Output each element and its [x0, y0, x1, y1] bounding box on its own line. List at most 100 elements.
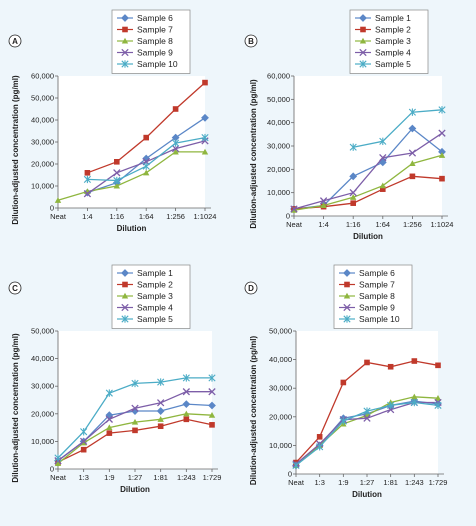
x-tick-label: 1:4	[82, 212, 92, 221]
legend-label: Sample 3	[375, 36, 411, 46]
series	[290, 152, 446, 213]
data-point	[113, 182, 120, 189]
legend-marker	[121, 315, 129, 323]
data-point	[143, 134, 149, 141]
data-point	[363, 407, 371, 415]
series-line	[353, 109, 443, 148]
data-point	[411, 358, 418, 364]
y-tick-label: 50,000	[267, 95, 290, 104]
y-axis-label: Dilution-adjusted concentration (pg/ml)	[11, 75, 20, 225]
data-point	[292, 461, 300, 470]
data-point	[131, 379, 139, 388]
series-line	[293, 175, 443, 210]
legend-marker	[343, 303, 351, 312]
y-tick-label: 60,000	[267, 72, 290, 81]
data-point	[106, 424, 113, 431]
data-point	[438, 129, 446, 137]
series	[54, 148, 209, 203]
data-point	[408, 108, 416, 116]
data-point	[409, 173, 416, 180]
y-tick-label: 10,000	[267, 188, 290, 197]
data-point	[105, 415, 113, 423]
x-tick-label: 1:729	[429, 478, 448, 487]
data-point	[157, 399, 165, 407]
data-point	[202, 79, 208, 86]
legend-item: Sample 3	[355, 36, 411, 46]
data-point	[320, 202, 327, 209]
data-point	[435, 362, 441, 369]
y-tick-label: 40,000	[31, 116, 54, 125]
series-line	[293, 154, 443, 211]
data-point	[183, 416, 190, 423]
legend-marker	[121, 60, 129, 68]
legend-label: Sample 6	[137, 13, 173, 23]
legend-item: Sample 3	[117, 291, 173, 301]
series	[84, 79, 208, 176]
data-point	[410, 398, 418, 407]
data-point	[113, 176, 121, 185]
legend-label: Sample 1	[375, 13, 411, 23]
legend-item: Sample 1	[355, 13, 411, 23]
series	[54, 374, 216, 462]
data-point	[142, 162, 150, 170]
legend-item: Sample 9	[117, 48, 173, 58]
data-point	[434, 395, 442, 401]
data-point	[172, 139, 180, 147]
x-tick-label: 1:16	[109, 212, 124, 221]
data-point	[319, 197, 328, 205]
data-point	[201, 148, 209, 155]
data-point	[182, 388, 190, 396]
data-point	[171, 144, 180, 153]
data-point	[201, 133, 209, 142]
panel-letter-badge: C	[8, 281, 22, 295]
x-tick-label: 1:256	[403, 220, 422, 229]
y-tick-label: 0	[288, 470, 292, 479]
x-tick-label: 1:16	[346, 220, 361, 229]
legend-item: Sample 8	[117, 36, 173, 46]
data-point	[172, 148, 179, 155]
data-point	[339, 417, 347, 425]
data-point	[438, 106, 446, 114]
data-point	[387, 401, 395, 410]
y-tick-label: 10,000	[269, 441, 292, 450]
legend-item: Sample 7	[117, 25, 173, 35]
legend-marker	[122, 26, 128, 33]
legend-marker	[359, 14, 367, 22]
series	[83, 133, 209, 185]
x-tick-label: 1:3	[78, 473, 88, 482]
data-point	[379, 182, 386, 189]
x-axis-label: Dilution	[117, 224, 147, 233]
x-tick-label: 1:243	[405, 478, 424, 487]
panel-letter-badge: B	[244, 34, 258, 48]
legend-label: Sample 7	[137, 25, 173, 35]
data-point	[208, 401, 216, 410]
y-tick-label: 40,000	[267, 118, 290, 127]
legend-marker	[121, 292, 129, 299]
data-point	[54, 197, 62, 203]
data-point	[434, 401, 442, 410]
data-point	[340, 379, 347, 386]
data-point	[408, 149, 417, 157]
x-tick-label: 1:27	[128, 473, 143, 482]
legend-item: Sample 5	[117, 314, 173, 324]
data-point	[156, 407, 165, 415]
data-point	[208, 388, 216, 396]
data-point	[157, 378, 165, 386]
y-tick-label: 10,000	[31, 182, 54, 191]
y-tick-label: 40,000	[31, 354, 54, 363]
legend-marker	[121, 269, 129, 277]
data-point	[143, 169, 150, 176]
legend-marker	[359, 37, 367, 44]
series	[83, 113, 209, 197]
x-tick-label: 1:3	[314, 478, 324, 487]
legend-label: Sample 10	[137, 59, 178, 69]
data-point	[105, 411, 114, 420]
panel-letter: B	[248, 37, 254, 46]
x-tick-label: 1:1024	[194, 212, 217, 221]
data-point	[409, 160, 416, 167]
